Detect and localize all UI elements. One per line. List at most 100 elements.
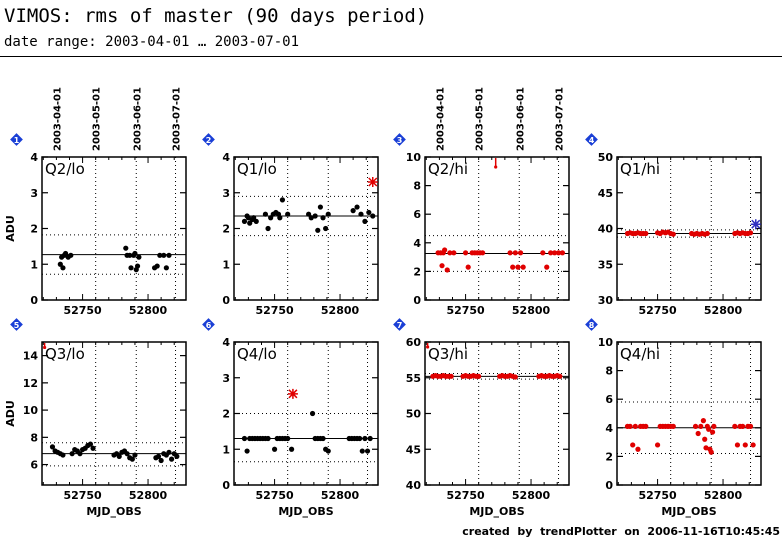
data-point <box>320 435 326 442</box>
data-point <box>462 250 469 256</box>
panel-6: 0 1 2 3 4 52750 52800 6 Q4/lo MJD_OBS <box>202 318 379 518</box>
data-point <box>442 247 448 253</box>
data-point <box>241 435 248 442</box>
panel-5: 6 8 10 12 14 52750 52800 5 Q3/lo ADU MJD_OBS <box>4 318 187 518</box>
date-tick-label: 2003-05-01 <box>92 87 103 151</box>
data-point <box>268 215 274 221</box>
y-tick-label: 3 <box>222 372 230 385</box>
x-tick-label: 52750 <box>638 489 677 502</box>
data-point <box>734 442 741 448</box>
y-tick-label: 35 <box>598 258 613 271</box>
x-tick-label: 52800 <box>512 489 551 502</box>
data-point <box>670 231 676 237</box>
y-tick-label: 50 <box>598 151 614 164</box>
x-axis-label: MJD_OBS <box>278 505 333 518</box>
y-tick-label: 6 <box>605 393 613 406</box>
data-point <box>447 250 453 256</box>
panel-number-badge <box>10 133 23 146</box>
data-point <box>57 261 63 267</box>
data-point <box>702 436 708 442</box>
data-point <box>700 418 707 424</box>
outlier-star <box>287 388 298 399</box>
data-point <box>512 374 518 380</box>
data-point <box>158 457 164 464</box>
data-point <box>244 448 250 454</box>
y-tick-label: 0 <box>222 294 230 307</box>
data-point <box>706 426 712 432</box>
data-point <box>703 445 709 451</box>
plot-frame <box>424 341 570 486</box>
x-tick-label: 52800 <box>129 489 168 502</box>
y-tick-label: 0 <box>30 294 38 307</box>
data-point <box>155 453 162 459</box>
data-point <box>515 264 521 270</box>
data-point <box>362 218 368 224</box>
data-point <box>128 265 134 271</box>
data-point <box>635 446 641 452</box>
data-point <box>747 230 754 236</box>
panel-number-label: 6 <box>206 321 212 330</box>
data-point <box>320 215 326 221</box>
panel-number-badge <box>393 318 406 331</box>
data-point <box>49 444 56 450</box>
y-tick-label: 30 <box>598 294 614 307</box>
x-axis-label: MJD_OBS <box>469 505 524 518</box>
data-point <box>670 423 676 429</box>
data-point <box>747 423 754 429</box>
data-point <box>366 209 372 216</box>
x-tick-label: 52750 <box>446 489 485 502</box>
data-point <box>68 252 74 258</box>
y-tick-label: 45 <box>406 443 421 456</box>
y-tick-label: 1 <box>222 258 230 271</box>
panel-number-label: 7 <box>397 321 403 330</box>
panel-number-label: 4 <box>589 136 595 145</box>
data-point <box>312 213 318 219</box>
y-tick-label: 14 <box>23 350 39 363</box>
y-tick-label: 1 <box>222 443 230 456</box>
data-point <box>698 423 704 429</box>
data-point <box>507 250 513 256</box>
data-point <box>520 264 526 270</box>
data-point <box>444 267 450 273</box>
outlier-star <box>750 219 761 230</box>
data-point <box>632 423 638 429</box>
data-point <box>285 435 291 442</box>
data-points <box>435 247 566 273</box>
data-point <box>77 451 83 457</box>
data-point <box>134 263 141 269</box>
data-point <box>367 435 373 442</box>
panel-number-badge <box>393 133 406 146</box>
plot-frame <box>41 156 187 301</box>
data-point <box>643 230 649 237</box>
data-point <box>448 373 454 379</box>
data-point <box>325 211 331 217</box>
data-point <box>742 442 748 448</box>
outlier-point <box>43 345 47 350</box>
data-point <box>480 250 486 256</box>
data-point <box>557 373 563 379</box>
x-tick-label: 52800 <box>704 304 743 317</box>
y-tick-label: 10 <box>23 404 39 417</box>
y-tick-label: 0 <box>222 479 230 492</box>
panel-number-badge <box>202 133 215 146</box>
data-point <box>630 442 636 448</box>
y-tick-label: 2 <box>222 223 230 236</box>
data-point <box>289 446 295 452</box>
data-point <box>60 452 66 458</box>
y-tick-label: 10 <box>598 336 614 349</box>
data-point <box>129 456 135 462</box>
header-divider <box>0 56 782 57</box>
data-point <box>166 252 172 258</box>
y-tick-label: 45 <box>598 187 613 200</box>
date-range-subtitle: date range: 2003-04-01 … 2003-07-01 <box>4 34 300 50</box>
date-tick-label: 2003-06-01 <box>132 87 143 151</box>
x-tick-label: 52800 <box>321 489 360 502</box>
x-tick-label: 52750 <box>255 489 294 502</box>
x-tick-label: 52800 <box>704 489 743 502</box>
data-point <box>265 435 271 442</box>
data-point <box>350 208 356 214</box>
panel-title: Q3/lo <box>45 345 85 363</box>
data-point <box>512 250 518 256</box>
x-tick-label: 52750 <box>63 489 102 502</box>
